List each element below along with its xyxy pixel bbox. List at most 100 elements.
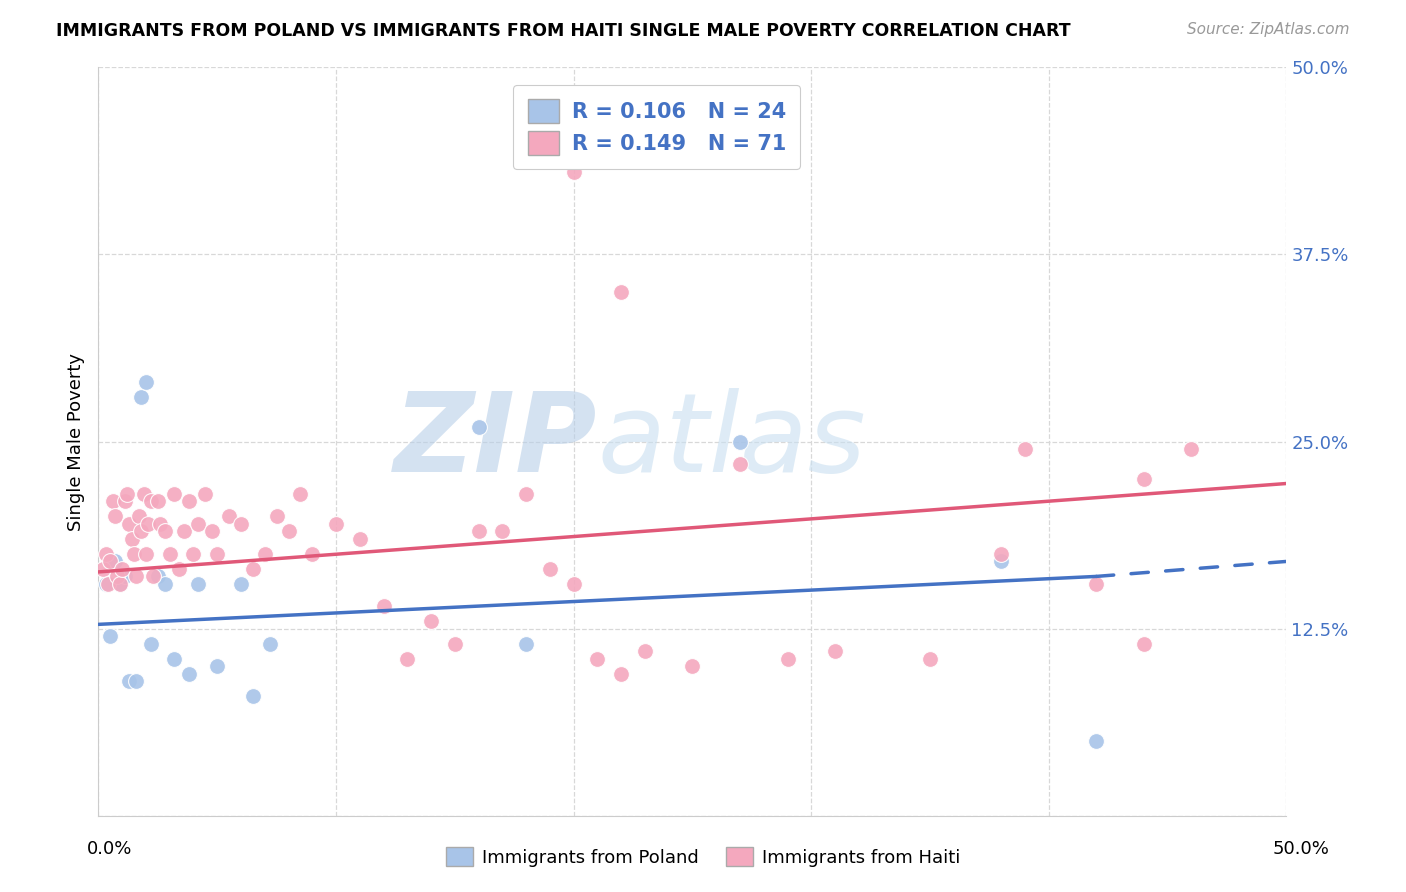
Point [373, 599, 395, 614]
Point [97, 577, 120, 591]
Point [183, 547, 205, 561]
Point [115, 487, 138, 501]
Point [1133, 637, 1156, 651]
Point [266, 509, 288, 524]
Point [91, 562, 114, 576]
Point [163, 487, 186, 501]
Point [108, 577, 131, 591]
Point [349, 532, 371, 546]
Point [562, 165, 585, 179]
Point [990, 547, 1012, 561]
Point [149, 516, 172, 531]
Point [159, 547, 181, 561]
Point [325, 516, 347, 531]
Point [187, 516, 209, 531]
Point [121, 532, 143, 546]
Text: ZIP: ZIP [394, 388, 598, 495]
Point [562, 577, 585, 591]
Point [610, 666, 633, 681]
Point [420, 615, 443, 629]
Point [167, 562, 190, 576]
Point [187, 577, 209, 591]
Point [634, 644, 657, 658]
Point [253, 547, 276, 561]
Point [125, 569, 148, 583]
Point [135, 375, 157, 389]
Point [177, 666, 200, 681]
Point [142, 569, 165, 583]
Point [104, 554, 127, 568]
Point [301, 547, 323, 561]
Point [194, 487, 217, 501]
Point [125, 674, 148, 689]
Point [98, 554, 121, 568]
Point [920, 652, 942, 666]
Point [101, 494, 124, 508]
Text: atlas: atlas [598, 388, 866, 495]
Point [135, 547, 157, 561]
Y-axis label: Single Male Poverty: Single Male Poverty [66, 352, 84, 531]
Point [98, 629, 121, 643]
Point [163, 652, 186, 666]
Point [467, 419, 489, 434]
Point [728, 434, 751, 449]
Point [139, 637, 162, 651]
Point [681, 659, 703, 673]
Text: 0.0%: 0.0% [87, 840, 132, 858]
Point [139, 494, 162, 508]
Point [218, 509, 240, 524]
Point [586, 652, 609, 666]
Text: Source: ZipAtlas.com: Source: ZipAtlas.com [1187, 22, 1350, 37]
Text: IMMIGRANTS FROM POLAND VS IMMIGRANTS FROM HAITI SINGLE MALE POVERTY CORRELATION : IMMIGRANTS FROM POLAND VS IMMIGRANTS FRO… [56, 22, 1071, 40]
Point [610, 285, 633, 299]
Point [173, 524, 195, 539]
Point [229, 516, 252, 531]
Point [177, 494, 200, 508]
Point [824, 644, 846, 658]
Point [136, 516, 159, 531]
Point [1180, 442, 1202, 456]
Point [129, 390, 152, 404]
Point [128, 509, 150, 524]
Point [776, 652, 799, 666]
Legend: Immigrants from Poland, Immigrants from Haiti: Immigrants from Poland, Immigrants from … [439, 840, 967, 874]
Point [242, 562, 264, 576]
Point [132, 487, 155, 501]
Point [122, 547, 145, 561]
Point [207, 659, 229, 673]
Point [444, 637, 467, 651]
Point [118, 674, 141, 689]
Point [146, 569, 169, 583]
Point [728, 457, 751, 471]
Point [146, 494, 169, 508]
Point [259, 637, 281, 651]
Point [396, 652, 419, 666]
Point [104, 509, 127, 524]
Point [201, 524, 224, 539]
Point [129, 524, 152, 539]
Point [1133, 472, 1156, 486]
Point [467, 524, 489, 539]
Point [277, 524, 299, 539]
Point [207, 547, 229, 561]
Point [515, 637, 537, 651]
Point [153, 577, 176, 591]
Point [229, 577, 252, 591]
Point [114, 569, 136, 583]
Point [107, 569, 129, 583]
Point [1085, 734, 1108, 748]
Point [290, 487, 312, 501]
Point [515, 487, 537, 501]
Legend: R = 0.106   N = 24, R = 0.149   N = 71: R = 0.106 N = 24, R = 0.149 N = 71 [513, 85, 800, 169]
Point [118, 516, 141, 531]
Point [538, 562, 561, 576]
Point [242, 690, 264, 704]
Point [111, 562, 134, 576]
Point [94, 547, 117, 561]
Point [108, 577, 131, 591]
Point [491, 524, 513, 539]
Text: 50.0%: 50.0% [1272, 840, 1329, 858]
Point [990, 554, 1012, 568]
Point [94, 577, 117, 591]
Point [153, 524, 176, 539]
